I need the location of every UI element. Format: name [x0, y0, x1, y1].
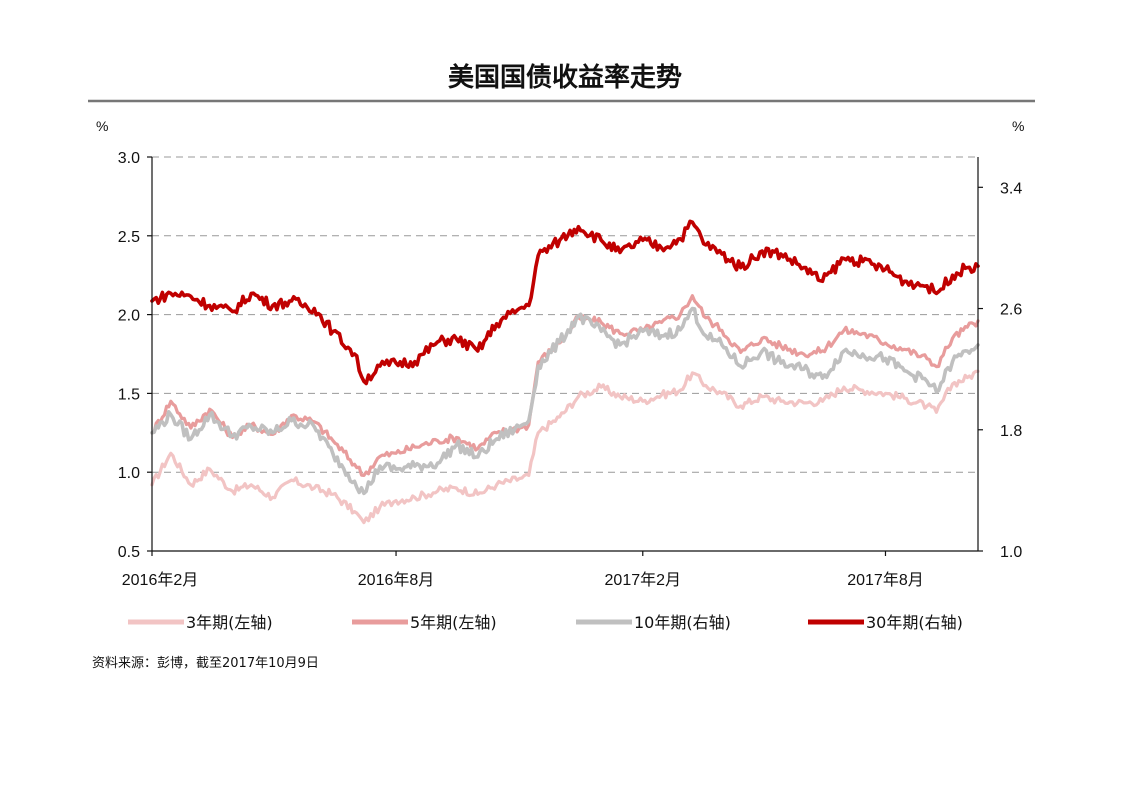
right-tick-label-3: 1.0 [1000, 544, 1022, 561]
series-line-0 [150, 369, 980, 525]
left-tick-label-1: 2.5 [118, 229, 140, 246]
x-tick-label-2: 2017年2月 [605, 571, 682, 589]
x-tick-label-0: 2016年2月 [122, 571, 199, 589]
left-tick-label-2: 2.0 [118, 308, 140, 325]
left-tick-label-3: 1.5 [118, 386, 140, 403]
right-axis-unit: % [1012, 118, 1024, 134]
left-tick-label-0: 3.0 [118, 150, 140, 167]
source-note: 资料来源：彭博，截至2017年10月9日 [92, 656, 319, 671]
left-axis-unit: % [96, 118, 108, 134]
x-axis-ticks: 2016年2月 2016年8月 2017年2月 2017年8月 [122, 551, 924, 589]
series-lines [150, 219, 980, 525]
right-axis-ticks: 3.4 2.6 1.8 1.0 [978, 180, 1022, 561]
left-axis-ticks: 3.0 2.5 2.0 1.5 1.0 0.5 [118, 150, 152, 561]
legend-label-0: 3年期(左轴) [186, 613, 273, 632]
chart-title: 美国国债收益率走势 [448, 62, 682, 93]
right-tick-label-0: 3.4 [1000, 180, 1022, 197]
legend: 3年期(左轴) 5年期(左轴) 10年期(右轴) 30年期(右轴) [128, 613, 963, 632]
legend-label-2: 10年期(右轴) [634, 613, 731, 632]
right-tick-label-2: 1.8 [1000, 423, 1022, 440]
legend-label-1: 5年期(左轴) [410, 613, 497, 632]
left-tick-label-5: 0.5 [118, 544, 140, 561]
series-line-3 [150, 219, 980, 386]
x-tick-label-3: 2017年8月 [847, 571, 924, 589]
right-tick-label-1: 2.6 [1000, 302, 1022, 319]
left-tick-label-4: 1.0 [118, 465, 140, 482]
series-line-2 [150, 306, 980, 496]
axes [151, 157, 979, 552]
legend-label-3: 30年期(右轴) [866, 613, 963, 632]
x-tick-label-1: 2016年8月 [358, 571, 435, 589]
